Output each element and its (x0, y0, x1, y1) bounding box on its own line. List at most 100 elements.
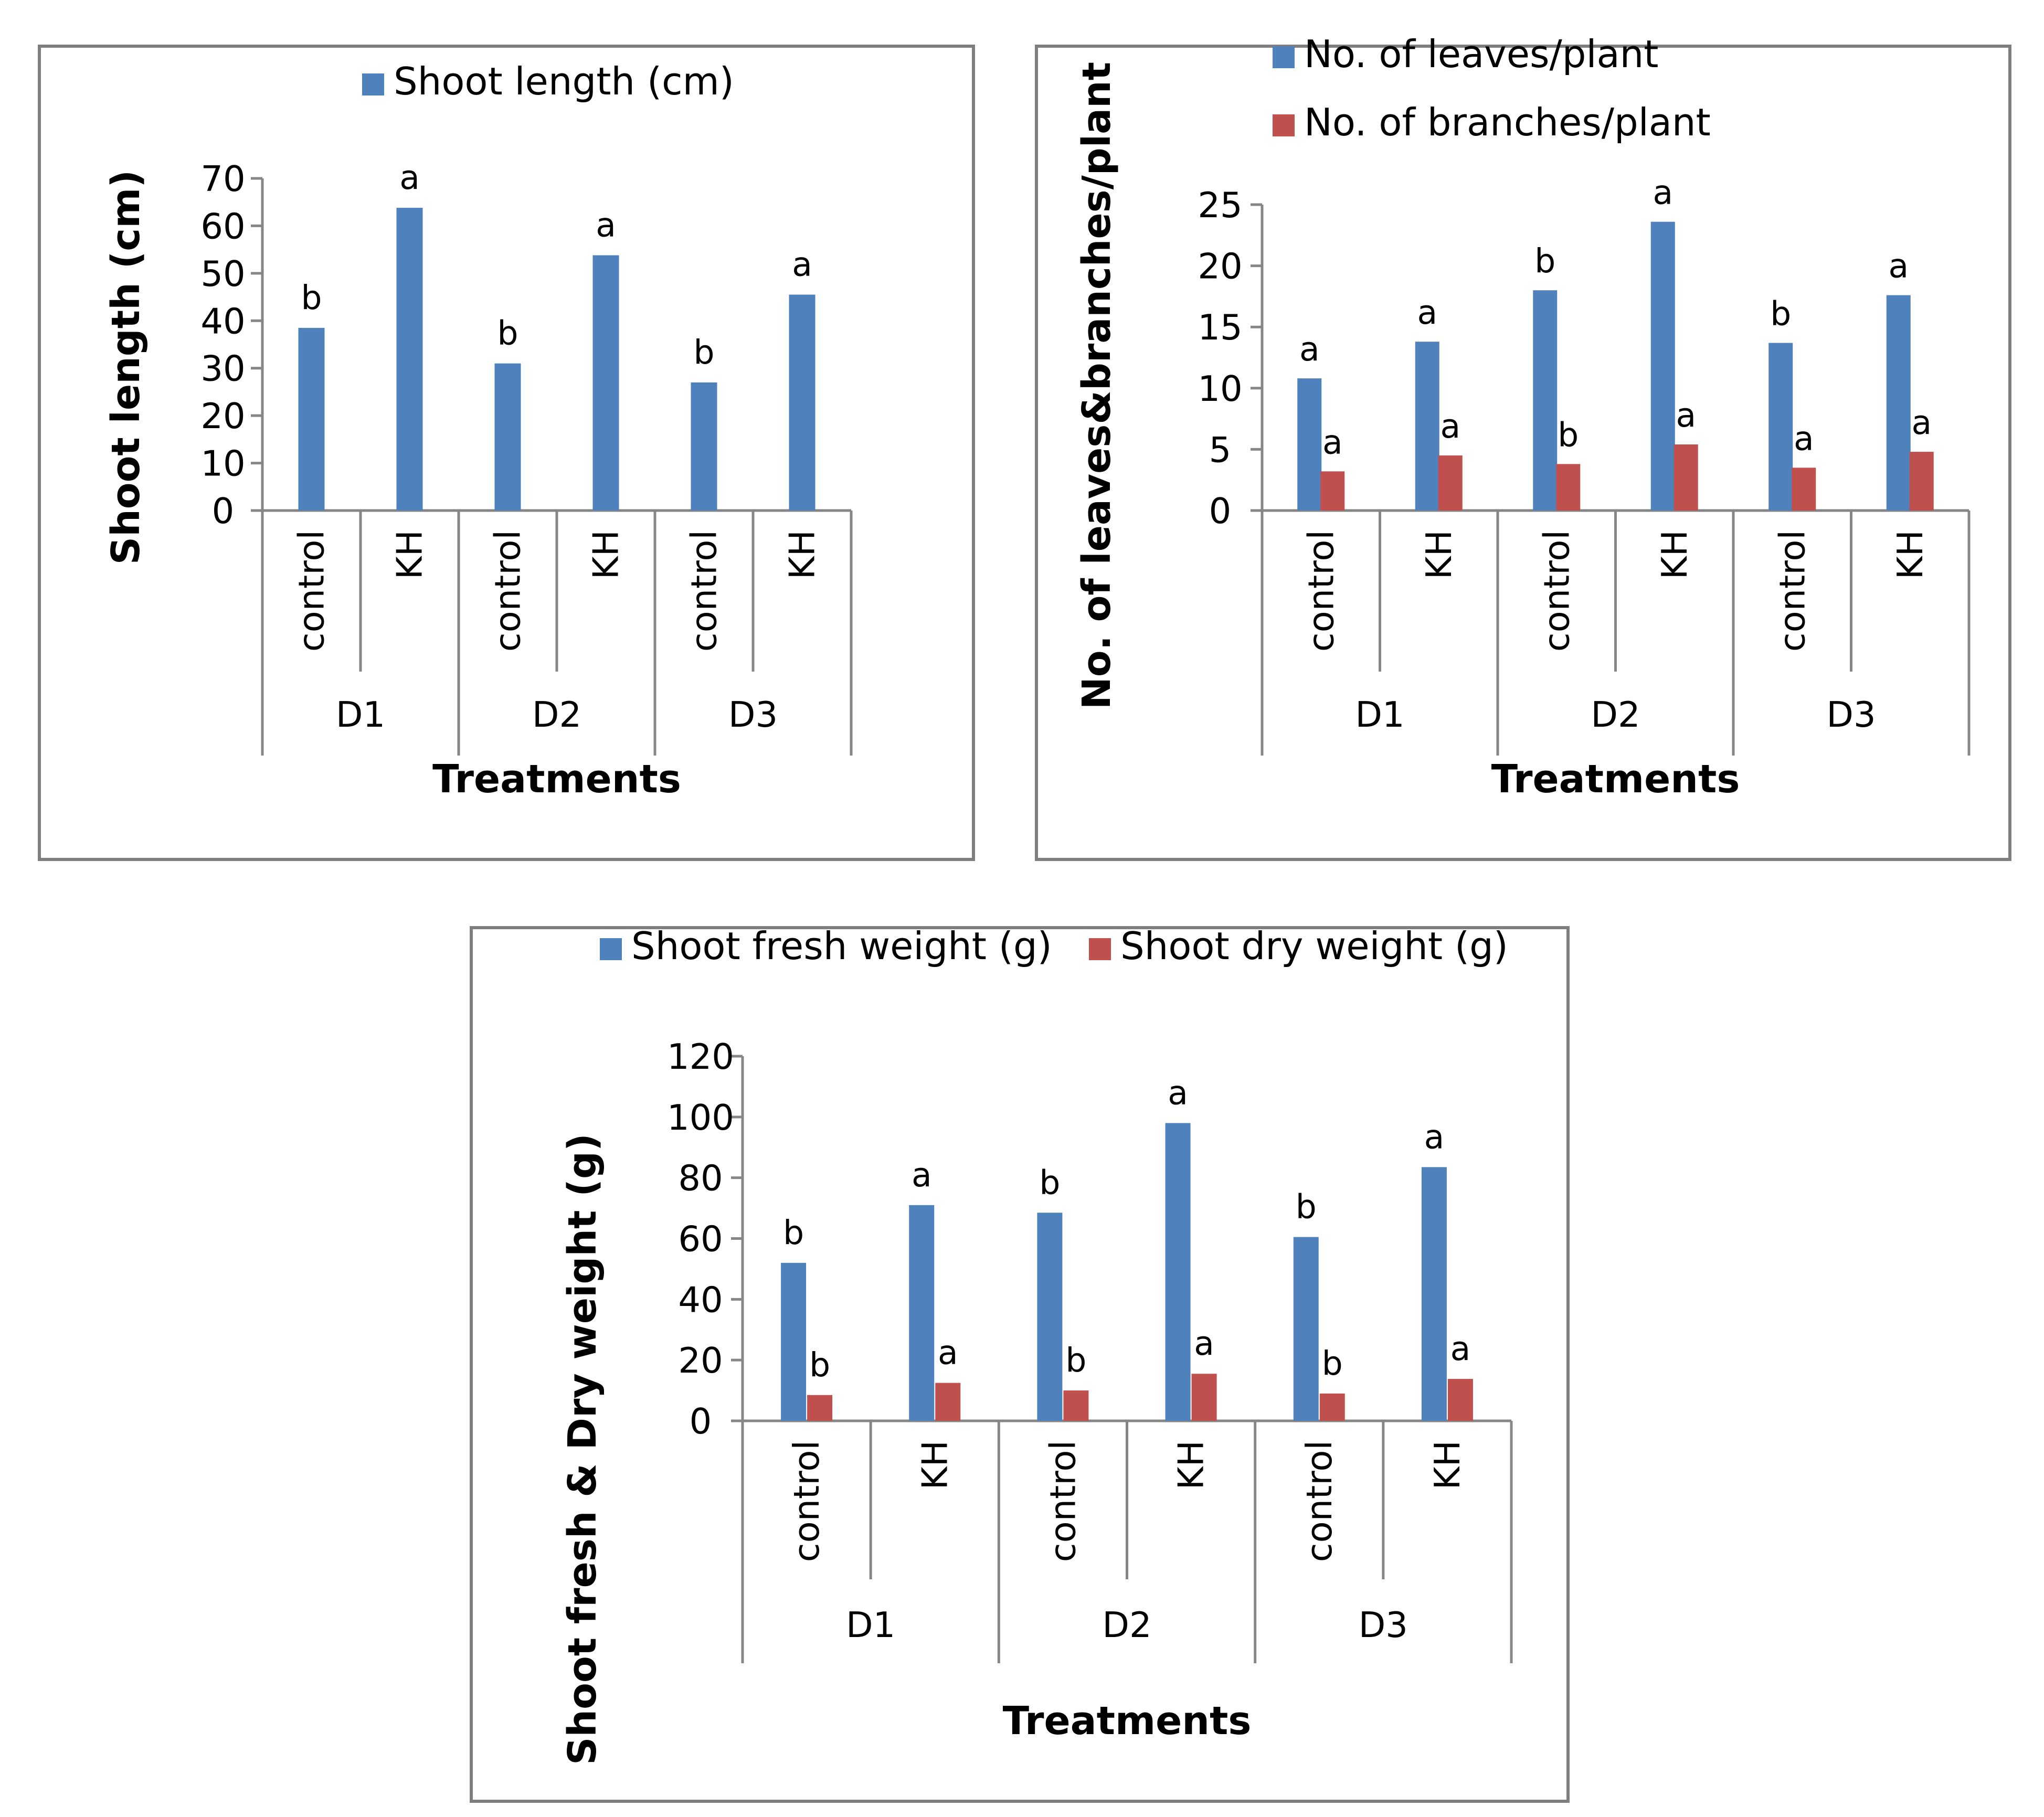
category-label: KH (782, 530, 823, 579)
significance-letter: a (1676, 396, 1696, 434)
category-label: KH (1171, 1440, 1212, 1490)
category-label: control (1536, 530, 1577, 652)
y-tick-label: 100 (667, 1097, 734, 1138)
y-tick-label: 70 (200, 158, 245, 199)
bar-secondary (1191, 1374, 1217, 1421)
bar-secondary (1438, 455, 1463, 511)
category-label: control (1299, 1440, 1340, 1562)
legend-label: Shoot dry weight (g) (1120, 924, 1508, 968)
category-label: KH (586, 530, 627, 579)
y-tick-label: 20 (678, 1340, 723, 1381)
category-label: KH (1654, 530, 1695, 579)
y-tick-label: 60 (200, 206, 245, 247)
bar-primary (298, 327, 325, 511)
bar-primary (1415, 342, 1439, 511)
significance-letter: a (399, 158, 420, 197)
y-tick-label: 10 (200, 443, 245, 484)
chart-frame (1035, 45, 2011, 861)
legend-swatch (600, 938, 622, 960)
category-label: control (291, 530, 332, 652)
group-label: D3 (1359, 1605, 1408, 1645)
category-label: control (1042, 1440, 1083, 1562)
category-label: control (786, 1440, 827, 1562)
bar-primary (789, 294, 816, 511)
group-label: D1 (336, 694, 385, 735)
group-label: D3 (1826, 694, 1876, 735)
y-tick-label: 40 (200, 301, 245, 342)
legend-label: No. of leaves/plant (1304, 32, 1659, 76)
legend-swatch (362, 73, 384, 95)
significance-letter: b (1558, 416, 1579, 454)
bar-secondary (1909, 452, 1934, 511)
y-tick-label: 20 (1198, 246, 1242, 287)
significance-letter: b (1322, 1344, 1343, 1383)
y-tick-label: 20 (200, 396, 245, 437)
significance-letter: b (1065, 1341, 1086, 1379)
bar-primary (1421, 1167, 1447, 1421)
bar-secondary (807, 1395, 833, 1421)
group-label: D1 (846, 1605, 895, 1645)
significance-letter: a (1911, 403, 1932, 442)
y-tick-label: 60 (678, 1219, 723, 1260)
category-label: KH (1890, 530, 1931, 579)
category-label: control (684, 530, 725, 652)
bar-secondary (1063, 1390, 1089, 1421)
significance-letter: a (1299, 330, 1320, 368)
significance-letter: b (783, 1214, 804, 1252)
bar-primary (691, 382, 717, 511)
category-label: KH (389, 530, 430, 579)
bar-primary (1293, 1237, 1319, 1421)
y-axis-title: Shoot length (cm) (103, 170, 149, 565)
significance-letter: b (1296, 1188, 1317, 1226)
x-axis-title: Treatments (1003, 1698, 1252, 1744)
chart-fresh-dry-weight: 0 20 40 60 80 100 120 control KH control KH control… (470, 924, 1570, 1803)
significance-letter: a (1888, 247, 1909, 285)
significance-letter: b (301, 279, 322, 317)
significance-letter: a (1794, 419, 1814, 458)
bar-secondary (1792, 467, 1816, 511)
group-label: D2 (1102, 1605, 1151, 1645)
category-label: KH (1427, 1440, 1468, 1490)
bar-primary (1768, 343, 1793, 511)
y-tick-label: 30 (200, 348, 245, 389)
y-axis-title: No. of leaves&branches/plant (1074, 62, 1119, 709)
significance-letter: b (1534, 242, 1555, 280)
significance-letter: b (694, 333, 715, 371)
group-label: D1 (1355, 694, 1404, 735)
bar-primary (781, 1262, 807, 1421)
chart-frame (470, 926, 1570, 1803)
significance-letter: a (1194, 1324, 1214, 1363)
legend-swatch (1273, 46, 1295, 68)
y-tick-label: 15 (1198, 307, 1242, 348)
y-tick-label: 120 (667, 1036, 734, 1077)
bar-secondary (935, 1383, 961, 1421)
significance-letter: a (1417, 293, 1437, 332)
legend-label: Shoot length (cm) (394, 59, 734, 103)
bar-secondary (1674, 444, 1698, 511)
significance-letter: b (1770, 295, 1791, 333)
bar-primary (1037, 1213, 1063, 1421)
y-tick-label: 0 (1209, 491, 1232, 532)
significance-letter: b (1039, 1163, 1060, 1202)
bar-primary (1297, 378, 1322, 511)
y-tick-label: 5 (1209, 429, 1232, 470)
bar-primary (592, 255, 619, 511)
category-label: control (488, 530, 528, 652)
category-label: KH (1418, 530, 1459, 579)
group-label: D3 (728, 694, 778, 735)
y-tick-label: 40 (678, 1279, 723, 1320)
y-tick-label: 0 (212, 491, 235, 532)
significance-letter: a (938, 1334, 958, 1372)
y-tick-label: 0 (690, 1401, 712, 1442)
legend-label: No. of branches/plant (1304, 100, 1711, 144)
bar-secondary (1447, 1379, 1473, 1421)
legend-swatch (1273, 114, 1295, 136)
significance-letter: a (1450, 1330, 1471, 1368)
y-tick-label: 25 (1198, 185, 1242, 226)
y-tick-label: 80 (678, 1158, 723, 1199)
group-label: D2 (532, 694, 581, 735)
significance-letter: b (809, 1346, 830, 1384)
significance-letter: a (792, 246, 812, 284)
legend-label: Shoot fresh weight (g) (631, 924, 1052, 968)
bar-primary (1533, 290, 1558, 511)
